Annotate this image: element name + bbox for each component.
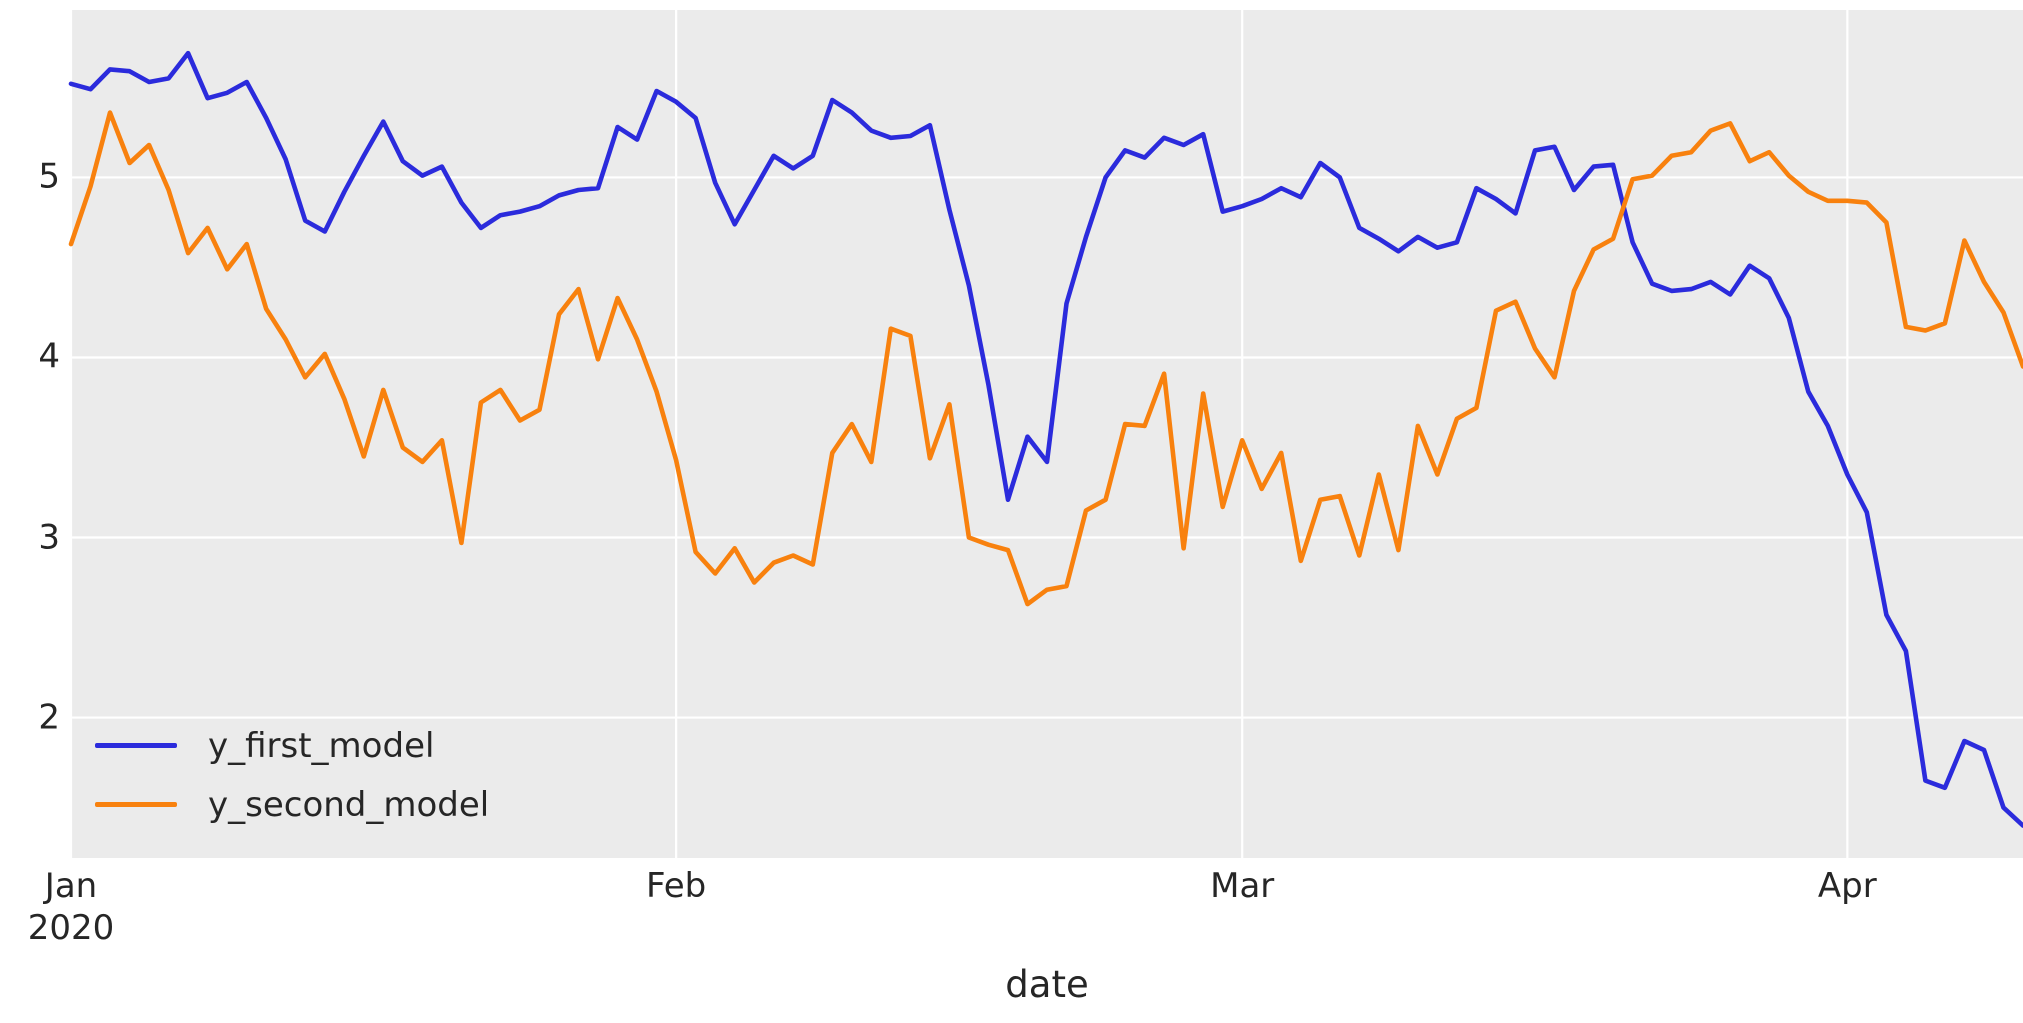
x-tick-label-Mar: Mar: [1210, 866, 1275, 906]
y-tick-label-5: 5: [38, 156, 60, 197]
x-tick-label-Jan: Jan: [44, 866, 98, 906]
y-tick-label-2: 2: [38, 696, 60, 737]
legend-label: y_first_model: [208, 725, 435, 766]
legend-line-swatch-orange: [95, 802, 177, 807]
legend-item-first-model: y_first_model: [95, 716, 489, 775]
series-line-y_second_model: [68, 110, 2023, 607]
y-tick-label-3: 3: [38, 516, 60, 557]
y-tick-label-4: 4: [38, 336, 60, 377]
x-axis-title: date: [1005, 963, 1089, 1006]
series-lines: [68, 50, 2023, 828]
gridlines: [69, 10, 2023, 858]
x-tick-year-label: 2020: [27, 908, 115, 948]
legend-label: y_second_model: [208, 784, 490, 825]
x-tick-label-Apr: Apr: [1817, 866, 1877, 906]
legend: y_first_model y_second_model: [95, 716, 489, 834]
x-tick-label-Feb: Feb: [646, 866, 707, 906]
legend-line-swatch-blue: [95, 743, 177, 748]
series-line-y_first_model: [68, 50, 2023, 828]
legend-item-second-model: y_second_model: [95, 775, 489, 834]
